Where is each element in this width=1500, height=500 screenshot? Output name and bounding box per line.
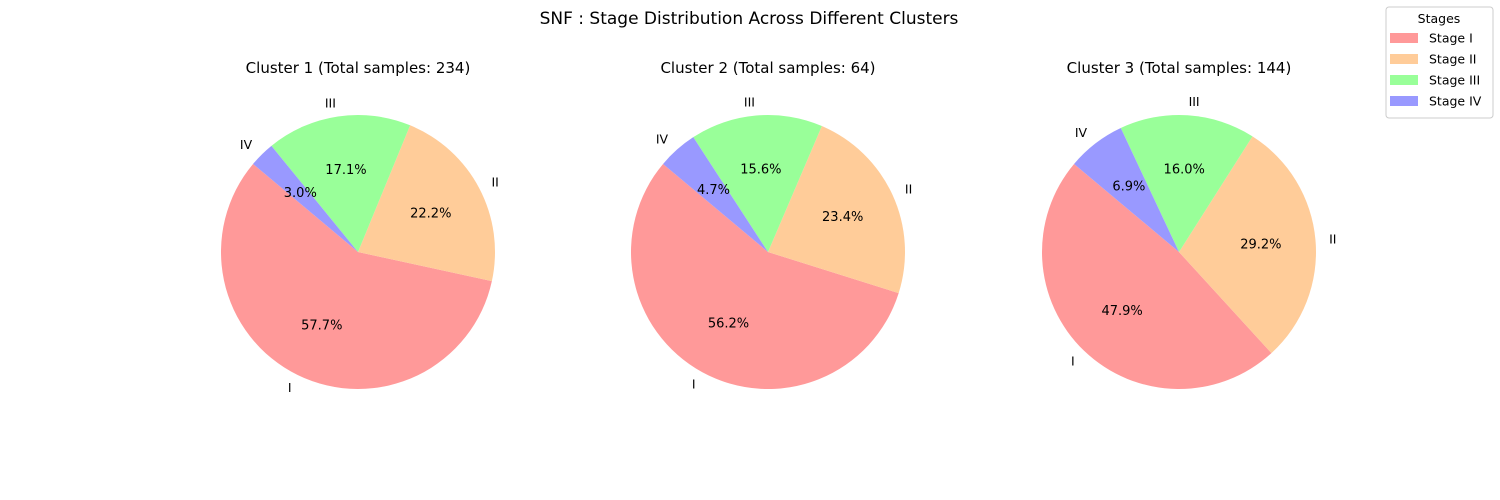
legend-label-1: Stage I bbox=[1429, 31, 1473, 46]
pie-2-label-i: I bbox=[692, 377, 696, 392]
legend-label-3: Stage III bbox=[1429, 73, 1480, 88]
legend-title: Stages bbox=[1418, 11, 1461, 26]
pie-1-label-iv: IV bbox=[240, 137, 253, 152]
pie-1-pct-i: 57.7% bbox=[301, 318, 342, 333]
legend-swatch-1 bbox=[1390, 33, 1418, 43]
legend: Stages Stage I Stage II Stage III Stage IV bbox=[1385, 6, 1494, 119]
pie-3-label-ii: II bbox=[1329, 231, 1336, 246]
pie-panel-2: Cluster 2 (Total samples: 64) I 56.2% II 23… bbox=[631, 59, 912, 392]
pie-1-label-ii: II bbox=[491, 174, 498, 189]
legend-label-2: Stage II bbox=[1429, 52, 1476, 67]
pie-1-label-iii: III bbox=[325, 95, 336, 110]
pie-2-pct-ii: 23.4% bbox=[822, 210, 863, 225]
pie-slices-2: I 56.2% II 23.4% III 15.6% IV 4.7% bbox=[631, 94, 912, 392]
legend-swatch-4 bbox=[1390, 96, 1418, 106]
pie-3-slice-stage-iii bbox=[1120, 114, 1253, 252]
legend-swatch-2 bbox=[1390, 54, 1418, 64]
pie-2-slice-stage-i bbox=[631, 163, 899, 389]
pie-1-pct-ii: 22.2% bbox=[410, 206, 451, 221]
figure-title: SNF : Stage Distribution Across Differen… bbox=[540, 9, 959, 29]
pie-3-pct-iii: 16.0% bbox=[1164, 162, 1205, 177]
pie-panel-3: Cluster 3 (Total samples: 144) I 47.9% II 2… bbox=[1041, 59, 1337, 390]
pie-title-2: Cluster 2 (Total samples: 64) bbox=[660, 59, 875, 77]
legend-items: Stage I Stage II Stage III Stage IV bbox=[1390, 31, 1482, 109]
pie-3-label-iii: III bbox=[1189, 94, 1200, 109]
pie-2-label-iii: III bbox=[744, 94, 755, 109]
pie-2-slice-stage-iv bbox=[663, 137, 768, 252]
pie-2-slice-stage-ii bbox=[768, 126, 905, 294]
pie-1-pct-iii: 17.1% bbox=[325, 163, 366, 178]
pie-3-label-iv: IV bbox=[1075, 125, 1088, 140]
pie-2-label-iv: IV bbox=[656, 132, 669, 147]
pie-2-label-ii: II bbox=[905, 182, 912, 197]
pie-3-pct-ii: 29.2% bbox=[1240, 237, 1281, 252]
pie-1-slice-stage-ii bbox=[358, 125, 495, 282]
pie-2-pct-i: 56.2% bbox=[708, 317, 749, 332]
pie-title-1: Cluster 1 (Total samples: 234) bbox=[246, 59, 471, 77]
pie-3-slice-stage-ii bbox=[1179, 136, 1317, 354]
pie-2-pct-iii: 15.6% bbox=[740, 163, 781, 178]
pie-3-slice-stage-iv bbox=[1074, 127, 1179, 252]
pie-2-slice-stage-iii bbox=[693, 115, 822, 253]
pie-3-slice-stage-i bbox=[1041, 163, 1272, 390]
pie-1-slice-stage-i bbox=[220, 163, 492, 389]
pie-1-pct-iv: 3.0% bbox=[284, 186, 317, 201]
pie-3-pct-iv: 6.9% bbox=[1112, 179, 1145, 194]
legend-label-4: Stage IV bbox=[1429, 94, 1482, 109]
pie-panel-1: Cluster 1 (Total samples: 234) I 57.7% II 2… bbox=[220, 59, 499, 395]
pie-1-label-i: I bbox=[288, 380, 292, 395]
legend-swatch-3 bbox=[1390, 75, 1418, 85]
pie-title-3: Cluster 3 (Total samples: 144) bbox=[1067, 59, 1292, 77]
pie-1-slice-stage-iii bbox=[271, 115, 411, 252]
pie-2-pct-iv: 4.7% bbox=[697, 183, 730, 198]
pie-3-pct-i: 47.9% bbox=[1101, 304, 1142, 319]
pie-slices-3: I 47.9% II 29.2% III 16.0% IV 6.9% bbox=[1041, 94, 1337, 390]
pie-1-slice-stage-iv bbox=[253, 145, 358, 252]
pie-slices-1: I 57.7% II 22.2% III 17.1% IV 3.0% bbox=[220, 95, 499, 395]
pie-3-label-i: I bbox=[1071, 353, 1075, 368]
